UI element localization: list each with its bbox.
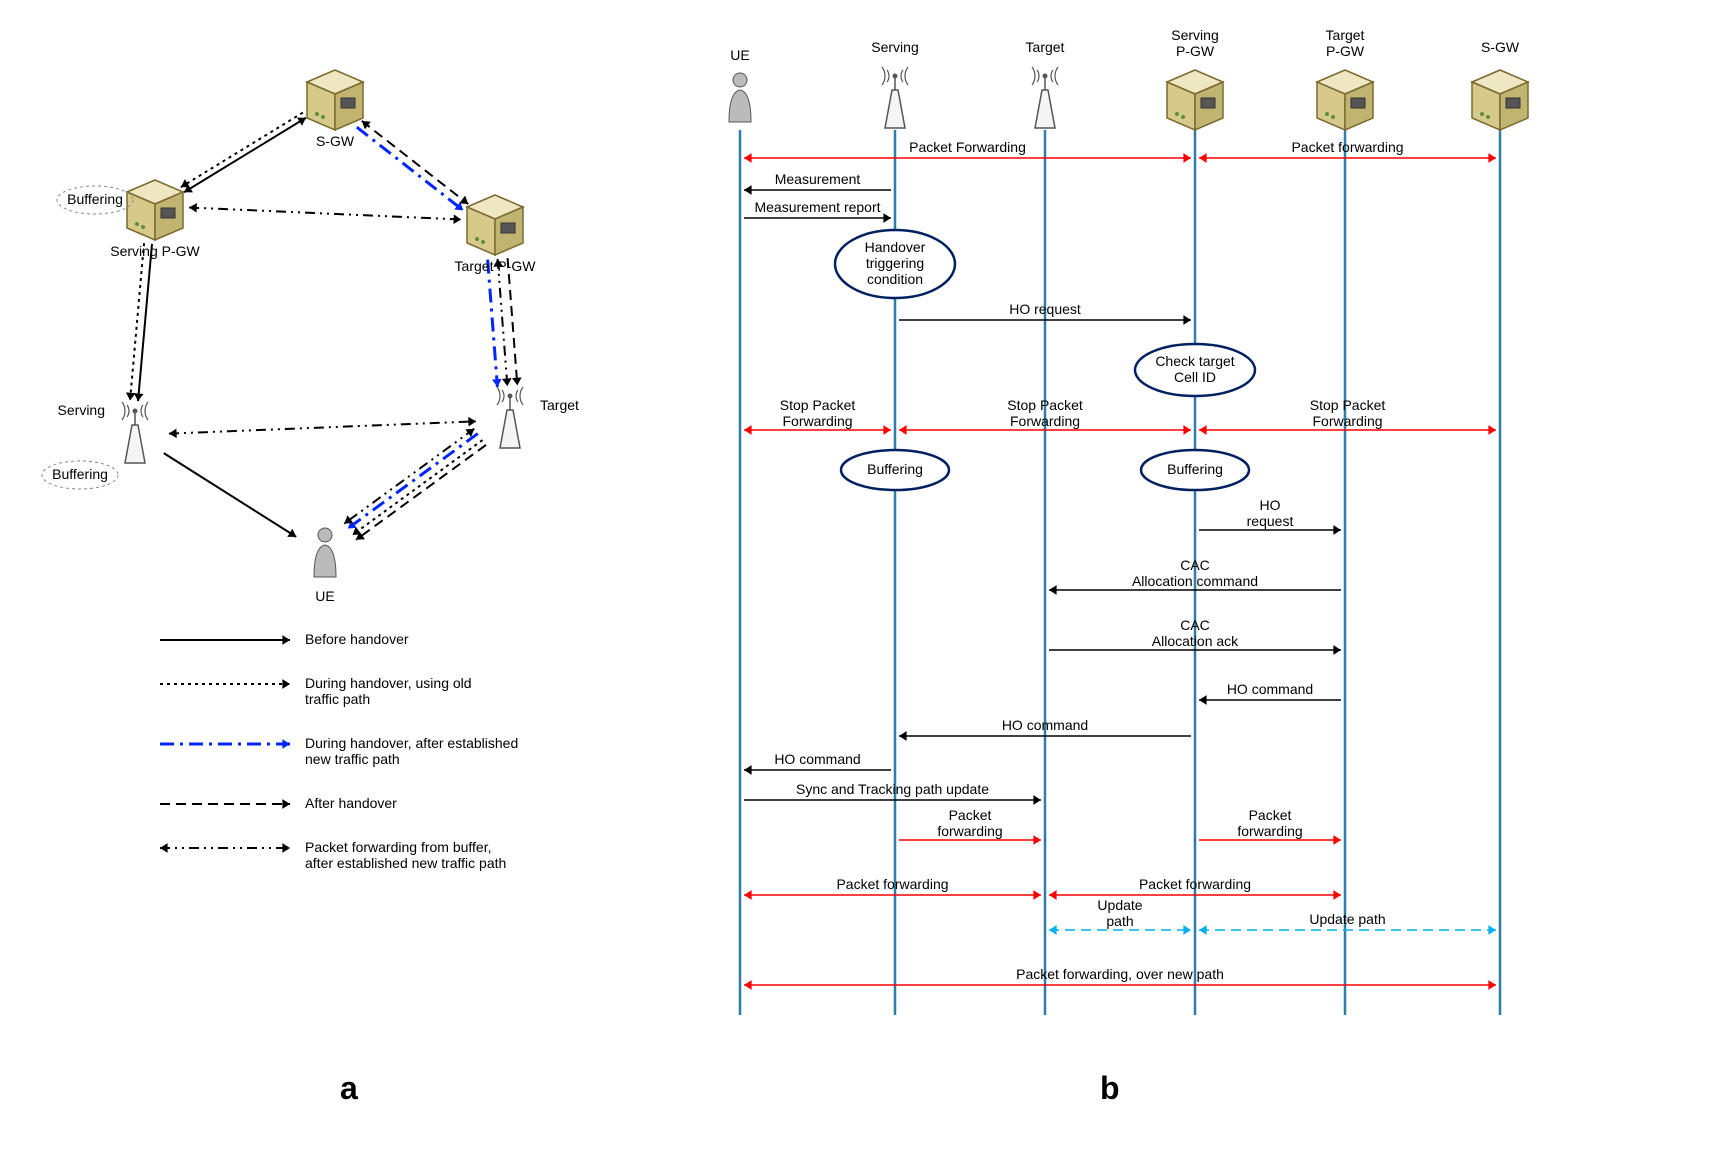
svg-text:Handover: Handover	[865, 239, 926, 255]
svg-text:Sync and Tracking path update: Sync and Tracking path update	[796, 781, 989, 797]
svg-text:Forwarding: Forwarding	[782, 413, 852, 429]
svg-text:path: path	[1106, 913, 1133, 929]
svg-text:Check target: Check target	[1155, 353, 1234, 369]
svg-text:Stop Packet: Stop Packet	[1007, 397, 1083, 413]
svg-text:Update: Update	[1097, 897, 1142, 913]
panel-a-label: a	[340, 1070, 358, 1107]
svg-text:HO request: HO request	[1009, 301, 1081, 317]
panel-b-label: b	[1100, 1070, 1120, 1107]
svg-text:CAC: CAC	[1180, 557, 1210, 573]
svg-text:Serving: Serving	[871, 39, 918, 55]
svg-text:S-GW: S-GW	[1481, 39, 1520, 55]
svg-text:Measurement: Measurement	[775, 171, 861, 187]
svg-text:Buffering: Buffering	[1167, 461, 1223, 477]
panel-b-svg: UEServingTargetServingP-GWTargetP-GWS-GW…	[0, 0, 1716, 1164]
svg-text:HO command: HO command	[774, 751, 860, 767]
svg-text:Measurement report: Measurement report	[754, 199, 880, 215]
svg-text:HO: HO	[1260, 497, 1281, 513]
svg-text:Stop Packet: Stop Packet	[780, 397, 856, 413]
svg-text:request: request	[1247, 513, 1294, 529]
svg-text:triggering: triggering	[866, 255, 924, 271]
svg-text:condition: condition	[867, 271, 923, 287]
svg-text:Allocation command: Allocation command	[1132, 573, 1258, 589]
svg-text:forwarding: forwarding	[1237, 823, 1302, 839]
diagram-canvas: S-GWServing P-GWBufferingTarget P-GWServ…	[0, 0, 1716, 1164]
svg-text:Packet forwarding, over new p: Packet forwarding, over new path	[1016, 966, 1224, 982]
svg-text:Packet forwarding: Packet forwarding	[1291, 139, 1403, 155]
svg-text:UE: UE	[730, 47, 749, 63]
svg-text:CAC: CAC	[1180, 617, 1210, 633]
svg-text:P-GW: P-GW	[1176, 43, 1215, 59]
svg-text:Packet: Packet	[1249, 807, 1292, 823]
svg-text:Packet: Packet	[949, 807, 992, 823]
svg-text:Stop Packet: Stop Packet	[1310, 397, 1386, 413]
svg-text:Packet Forwarding: Packet Forwarding	[909, 139, 1026, 155]
svg-text:Cell ID: Cell ID	[1174, 369, 1216, 385]
svg-text:P-GW: P-GW	[1326, 43, 1365, 59]
svg-text:HO command: HO command	[1002, 717, 1088, 733]
svg-text:Forwarding: Forwarding	[1312, 413, 1382, 429]
svg-text:forwarding: forwarding	[937, 823, 1002, 839]
svg-text:Packet forwarding: Packet forwarding	[836, 876, 948, 892]
svg-text:Update path: Update path	[1309, 911, 1385, 927]
svg-text:Packet forwarding: Packet forwarding	[1139, 876, 1251, 892]
svg-text:Buffering: Buffering	[867, 461, 923, 477]
svg-text:Target: Target	[1326, 27, 1365, 43]
svg-text:Allocation ack: Allocation ack	[1152, 633, 1239, 649]
svg-text:HO command: HO command	[1227, 681, 1313, 697]
svg-text:Serving: Serving	[1171, 27, 1218, 43]
svg-text:Target: Target	[1026, 39, 1065, 55]
svg-text:Forwarding: Forwarding	[1010, 413, 1080, 429]
